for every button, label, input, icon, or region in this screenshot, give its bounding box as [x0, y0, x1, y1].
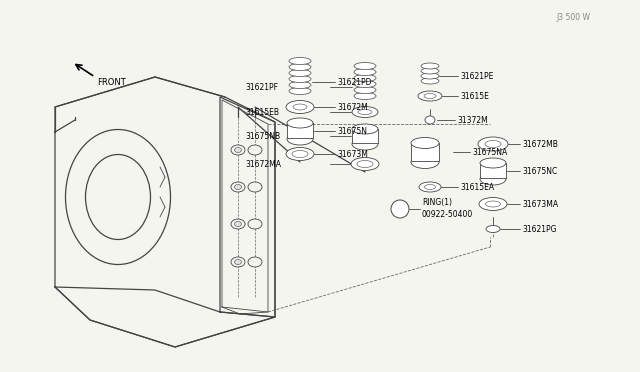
Ellipse shape — [411, 138, 439, 148]
Text: 31672MB: 31672MB — [522, 140, 558, 148]
Ellipse shape — [354, 80, 376, 87]
Ellipse shape — [231, 182, 245, 192]
Ellipse shape — [289, 81, 311, 89]
Ellipse shape — [486, 225, 500, 232]
Ellipse shape — [354, 68, 376, 76]
Text: 31675NA: 31675NA — [472, 148, 508, 157]
Ellipse shape — [234, 221, 241, 227]
Text: J3 500 W: J3 500 W — [556, 13, 590, 22]
Ellipse shape — [425, 116, 435, 124]
Ellipse shape — [352, 106, 378, 118]
Bar — [411, 143, 439, 161]
Ellipse shape — [234, 260, 241, 264]
Text: 31615EA: 31615EA — [460, 183, 494, 192]
Bar — [480, 163, 506, 178]
Ellipse shape — [480, 173, 506, 185]
Ellipse shape — [480, 158, 506, 168]
Ellipse shape — [419, 182, 441, 192]
Ellipse shape — [391, 200, 409, 218]
Ellipse shape — [421, 78, 439, 84]
Text: 31673MA: 31673MA — [522, 199, 558, 208]
Ellipse shape — [357, 160, 373, 167]
Ellipse shape — [486, 201, 500, 207]
Text: 31621PD: 31621PD — [337, 77, 371, 87]
Ellipse shape — [352, 138, 378, 150]
Ellipse shape — [286, 100, 314, 113]
Ellipse shape — [354, 87, 376, 93]
Text: 31621PF: 31621PF — [245, 83, 278, 92]
Ellipse shape — [234, 148, 241, 153]
Ellipse shape — [354, 74, 376, 81]
Bar — [287, 123, 313, 138]
Text: 31672M: 31672M — [337, 103, 368, 112]
Ellipse shape — [478, 137, 508, 151]
Ellipse shape — [248, 257, 262, 267]
Ellipse shape — [231, 257, 245, 267]
Text: 31675NB: 31675NB — [245, 131, 280, 141]
Ellipse shape — [65, 129, 170, 264]
Ellipse shape — [248, 182, 262, 192]
Ellipse shape — [289, 70, 311, 77]
Ellipse shape — [354, 62, 376, 70]
Ellipse shape — [289, 64, 311, 71]
Ellipse shape — [354, 93, 376, 99]
Ellipse shape — [485, 141, 501, 148]
Text: 00922-50400: 00922-50400 — [422, 209, 473, 218]
Text: 31615E: 31615E — [460, 92, 489, 100]
Text: 31673M: 31673M — [337, 150, 368, 158]
Ellipse shape — [421, 73, 439, 79]
Ellipse shape — [352, 124, 378, 134]
Ellipse shape — [231, 145, 245, 155]
Ellipse shape — [424, 93, 436, 99]
Ellipse shape — [248, 145, 262, 155]
Ellipse shape — [293, 104, 307, 110]
Text: 31615EB: 31615EB — [245, 108, 279, 116]
Ellipse shape — [479, 198, 507, 211]
Text: 31372M: 31372M — [457, 115, 488, 125]
Ellipse shape — [287, 118, 313, 128]
Ellipse shape — [418, 91, 442, 101]
Text: 31621PG: 31621PG — [522, 224, 557, 234]
Ellipse shape — [248, 219, 262, 229]
Text: 31621PE: 31621PE — [460, 71, 493, 80]
Text: 31675NC: 31675NC — [522, 167, 557, 176]
Ellipse shape — [86, 154, 150, 240]
Ellipse shape — [287, 133, 313, 145]
Ellipse shape — [289, 76, 311, 83]
Ellipse shape — [411, 155, 439, 169]
Ellipse shape — [231, 219, 245, 229]
Ellipse shape — [424, 185, 435, 189]
Ellipse shape — [234, 185, 241, 189]
Text: RING(1): RING(1) — [422, 198, 452, 206]
Text: 31672MA: 31672MA — [245, 160, 281, 169]
Ellipse shape — [289, 87, 311, 94]
Ellipse shape — [289, 58, 311, 64]
Ellipse shape — [292, 151, 308, 157]
Text: FRONT: FRONT — [97, 77, 125, 87]
Ellipse shape — [421, 68, 439, 74]
Ellipse shape — [286, 148, 314, 160]
Text: 31675N: 31675N — [337, 126, 367, 135]
Ellipse shape — [351, 157, 379, 170]
Ellipse shape — [421, 63, 439, 69]
Ellipse shape — [358, 109, 372, 115]
Bar — [352, 129, 378, 143]
